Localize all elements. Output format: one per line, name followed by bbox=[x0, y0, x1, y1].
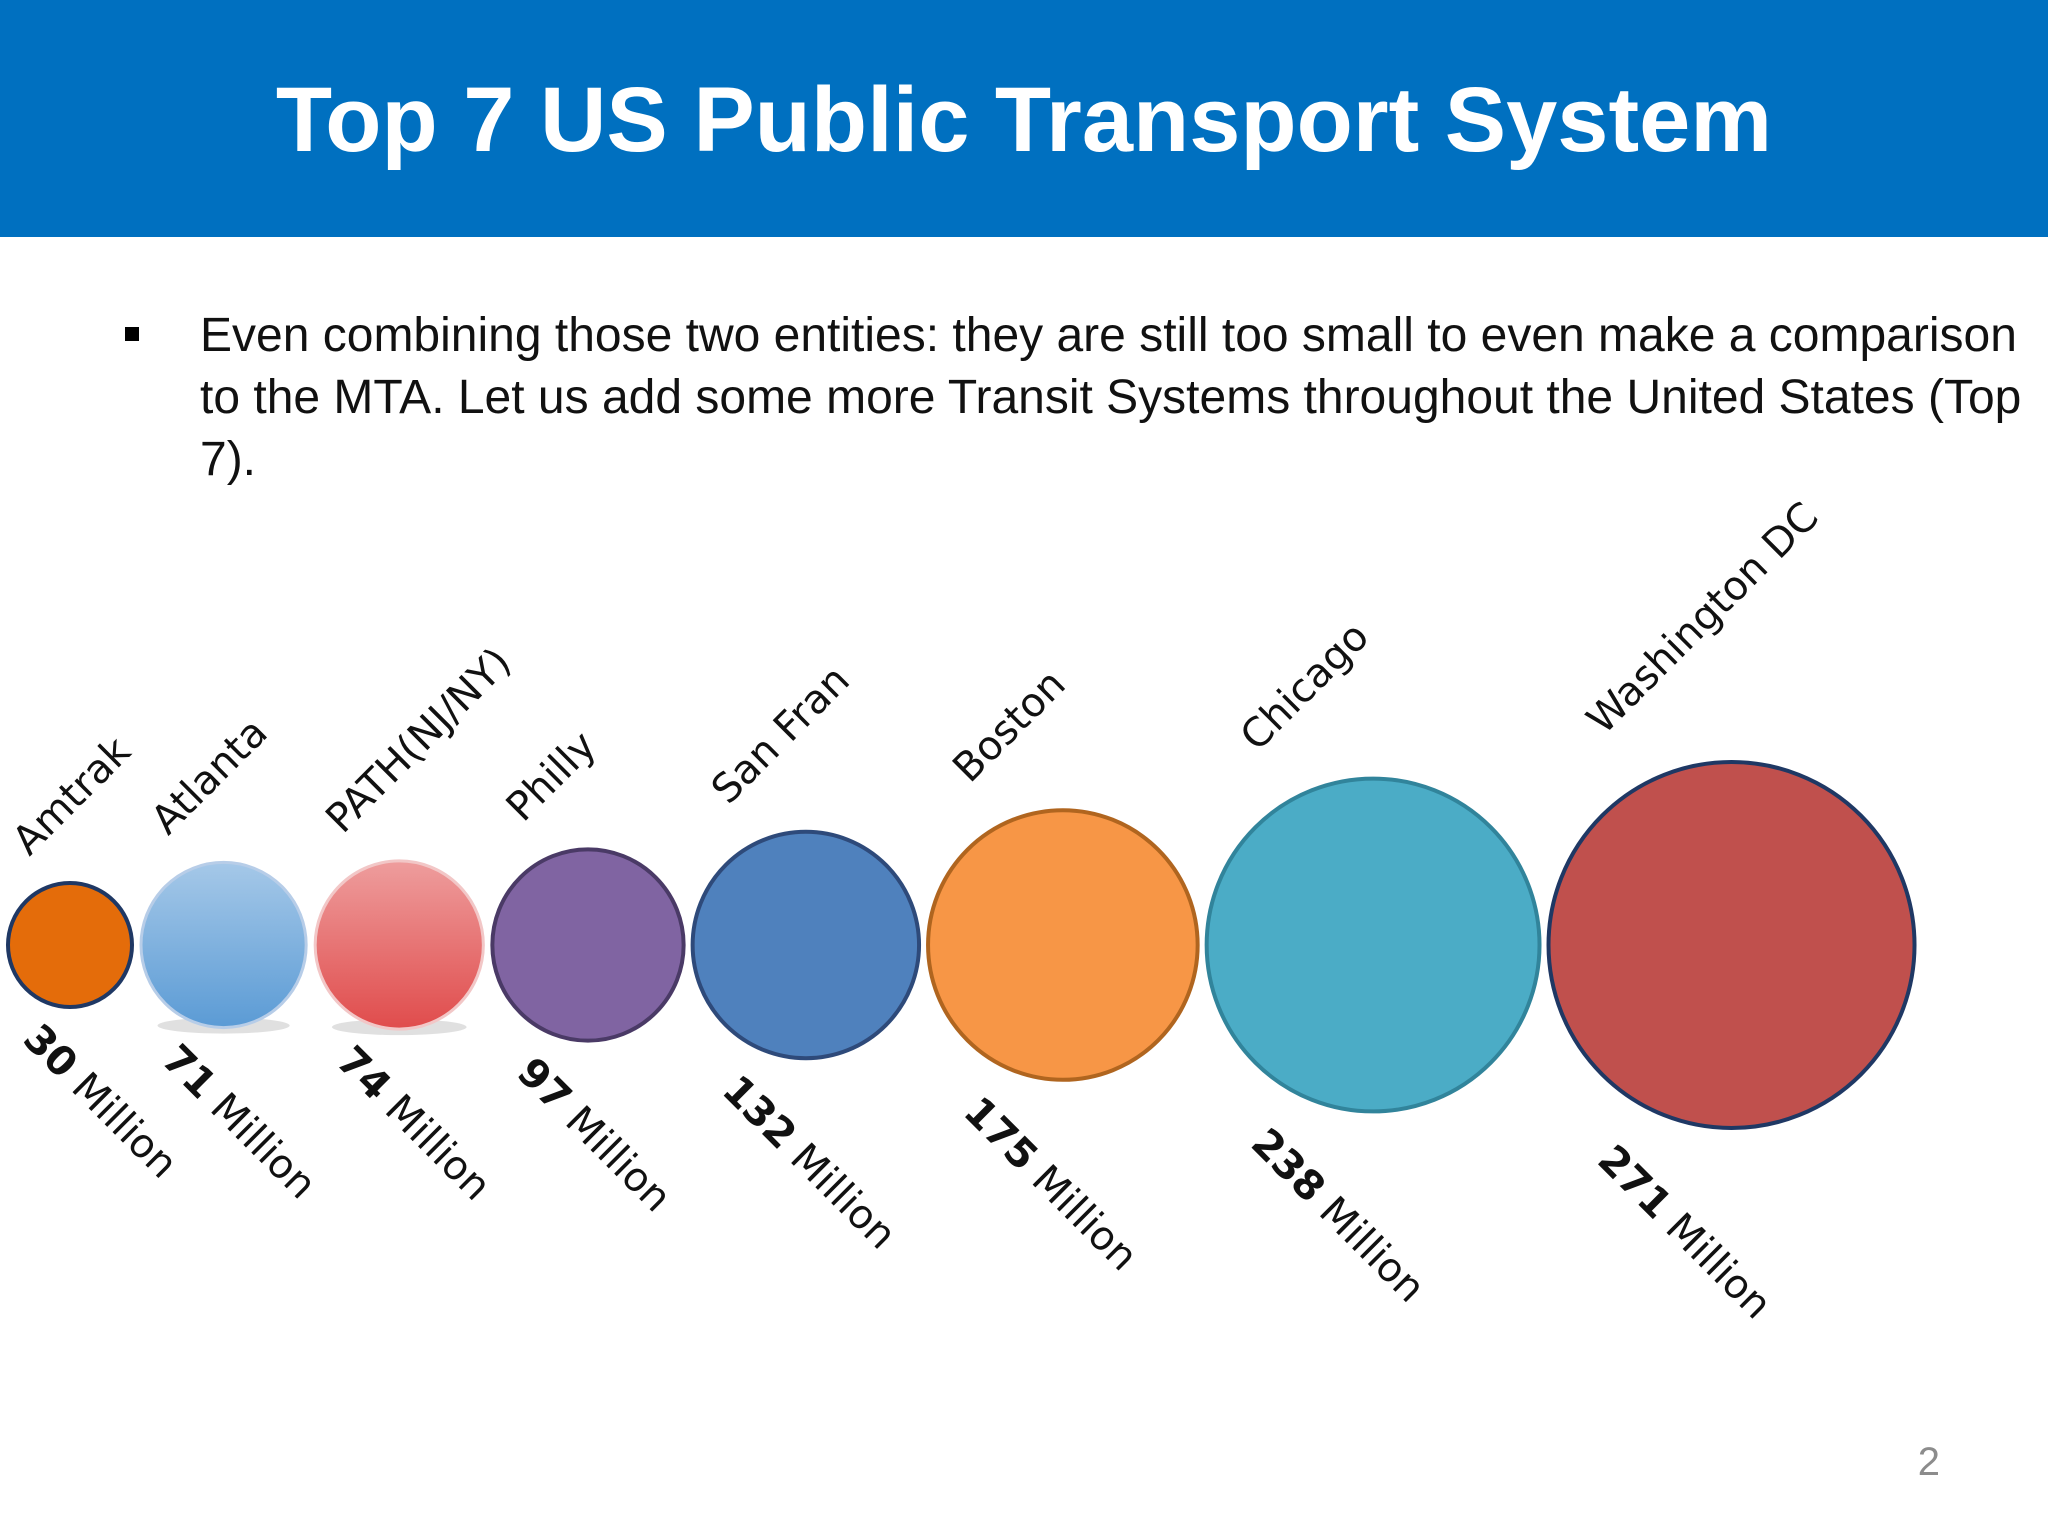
bubble bbox=[313, 859, 485, 1031]
value-unit: Million bbox=[547, 1089, 680, 1222]
value-label: 132 Million bbox=[713, 1067, 905, 1259]
value-label: 238 Million bbox=[1242, 1120, 1434, 1312]
category-label: PATH(NJ/NY) bbox=[317, 639, 520, 842]
value-label: 30 Million bbox=[14, 1016, 186, 1188]
category-label: Boston bbox=[944, 661, 1074, 791]
value-unit: Million bbox=[367, 1077, 500, 1210]
bubble bbox=[926, 808, 1200, 1082]
category-label: Chicago bbox=[1232, 613, 1378, 759]
value-label: 97 Million bbox=[508, 1049, 680, 1221]
bullet-text: Even combining those two entities: they … bbox=[200, 309, 2022, 486]
bubble bbox=[1546, 760, 1917, 1130]
category-label: Amtrak bbox=[4, 728, 140, 864]
value-label: 175 Million bbox=[955, 1088, 1147, 1280]
bubble bbox=[690, 829, 922, 1061]
bubble bbox=[6, 881, 134, 1009]
value-label: 271 Million bbox=[1589, 1137, 1781, 1329]
bullet-square-icon bbox=[125, 327, 139, 341]
bubble bbox=[1204, 776, 1542, 1114]
value-label: 71 Million bbox=[153, 1036, 325, 1208]
category-label: Philly bbox=[498, 723, 606, 831]
bubble bbox=[139, 860, 308, 1030]
title-bar: Top 7 US Public Transport System bbox=[0, 0, 2048, 237]
page-number: 2 bbox=[1917, 1440, 1940, 1484]
value-unit: Million bbox=[1014, 1147, 1147, 1280]
value-unit: Million bbox=[1648, 1196, 1781, 1329]
category-label: San Fran bbox=[703, 657, 859, 813]
value-unit: Million bbox=[772, 1126, 905, 1259]
bubble bbox=[490, 847, 686, 1043]
value-label: 74 Million bbox=[328, 1038, 500, 1210]
category-label: Washington DC bbox=[1578, 494, 1827, 743]
category-label: Atlanta bbox=[143, 709, 277, 843]
value-unit: Million bbox=[192, 1075, 325, 1208]
slide-title: Top 7 US Public Transport System bbox=[275, 69, 1773, 171]
value-unit: Million bbox=[1301, 1179, 1434, 1312]
